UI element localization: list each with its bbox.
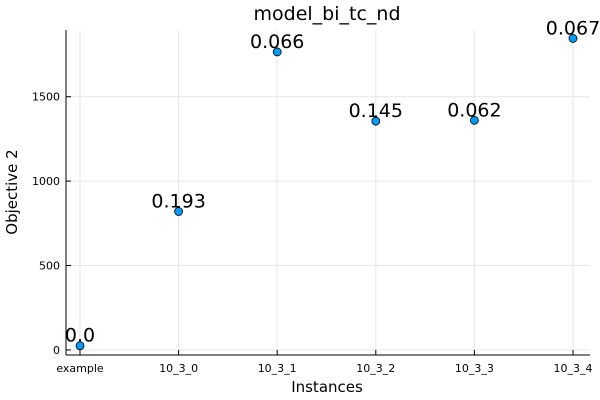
data-point — [568, 34, 578, 43]
y-tick-label: 500 — [39, 260, 60, 273]
x-tick-label: 10_3_2 — [356, 362, 395, 375]
data-label: 0.066 — [250, 31, 304, 53]
data-label: 0.062 — [447, 99, 501, 121]
y-axis-label: Objective 2 — [3, 149, 21, 234]
y-tick-label: 1000 — [32, 175, 60, 188]
x-ticks: example 10_3_0 10_3_1 10_3_2 10_3_3 10_3_4 — [56, 350, 593, 375]
data-point — [371, 116, 381, 126]
chart-title: model_bi_tc_nd — [254, 3, 401, 25]
y-ticks: 0 500 1000 1500 — [32, 91, 71, 357]
y-tick-label: 0 — [53, 344, 60, 357]
x-tick-label: example — [56, 362, 104, 375]
x-tick-label: 10_3_3 — [455, 362, 494, 375]
data-point — [174, 207, 184, 216]
data-point — [75, 341, 85, 351]
data-label: 0.193 — [151, 190, 205, 212]
data-label: 0.067 — [546, 17, 600, 39]
x-tick-label: 10_3_1 — [258, 362, 297, 375]
data-point — [272, 47, 282, 57]
x-tick-label: 10_3_0 — [159, 362, 198, 375]
data-points — [75, 34, 578, 351]
data-label: 0.145 — [349, 100, 403, 122]
data-label: 0.0 — [65, 325, 95, 347]
y-tick-label: 1500 — [32, 91, 60, 104]
data-point — [469, 115, 479, 125]
x-tick-label: 10_3_4 — [554, 362, 593, 375]
grid-lines — [66, 30, 590, 355]
data-labels: 0.0 0.193 0.066 0.145 0.062 0.067 — [65, 17, 600, 346]
x-axis-label: Instances — [291, 378, 363, 396]
